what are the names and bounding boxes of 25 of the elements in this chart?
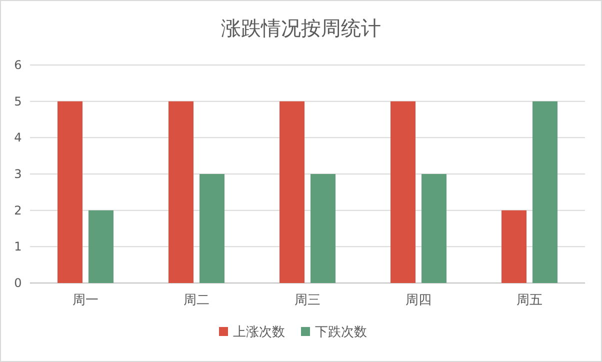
bar [88,210,114,283]
bar [502,210,526,283]
bar [58,101,82,283]
y-tick-label: 1 [14,240,22,254]
x-tick-label: 周二 [184,293,210,308]
y-tick-label: 0 [14,276,22,290]
y-tick-label: 2 [14,203,22,218]
bar [422,174,446,283]
legend-label: 上涨次数 [233,325,285,340]
x-tick-label: 周三 [294,293,320,308]
x-tick-label: 周五 [516,293,542,308]
bar [532,101,558,283]
y-tick-label: 6 [14,58,22,72]
bar [280,101,304,283]
y-tick-label: 5 [14,94,22,108]
x-tick-label: 周一 [72,293,98,308]
y-tick-label: 3 [14,167,22,181]
bar [200,174,224,283]
chart-title: 涨跌情况按周统计 [221,16,381,40]
legend-label: 下跌次数 [315,325,367,340]
bar [310,174,336,283]
x-tick-label: 周四 [406,293,432,308]
bar [168,101,194,283]
y-tick-label: 4 [14,130,22,145]
bar [390,101,416,283]
